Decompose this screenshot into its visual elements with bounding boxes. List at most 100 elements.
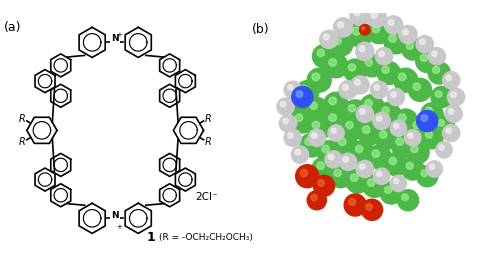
Text: N: N (111, 34, 119, 43)
Circle shape (394, 178, 399, 184)
Circle shape (284, 129, 301, 147)
Circle shape (356, 160, 373, 178)
Circle shape (413, 83, 420, 90)
Text: (b): (b) (252, 23, 270, 36)
Circle shape (322, 145, 329, 153)
Circle shape (446, 75, 452, 81)
Circle shape (435, 91, 442, 97)
Circle shape (356, 42, 374, 61)
Circle shape (360, 24, 370, 35)
Circle shape (356, 105, 373, 122)
Circle shape (372, 150, 380, 157)
Circle shape (411, 145, 418, 153)
Circle shape (344, 59, 367, 82)
Circle shape (371, 81, 388, 98)
Circle shape (339, 153, 357, 171)
Circle shape (348, 64, 356, 71)
Circle shape (283, 118, 288, 124)
Circle shape (305, 138, 312, 146)
Circle shape (329, 97, 336, 105)
Circle shape (358, 121, 382, 145)
Circle shape (295, 149, 300, 155)
Circle shape (344, 100, 367, 123)
Circle shape (351, 76, 369, 94)
Circle shape (382, 107, 389, 114)
Circle shape (312, 45, 336, 68)
Circle shape (421, 127, 443, 149)
Circle shape (406, 42, 413, 49)
Circle shape (317, 162, 324, 169)
Circle shape (373, 112, 390, 130)
Circle shape (402, 194, 408, 201)
Circle shape (399, 26, 417, 44)
Circle shape (360, 109, 365, 114)
Circle shape (417, 110, 438, 132)
Circle shape (389, 157, 396, 165)
Circle shape (374, 85, 380, 90)
Circle shape (361, 55, 383, 77)
Circle shape (394, 68, 418, 92)
Circle shape (408, 133, 413, 138)
Circle shape (438, 119, 444, 126)
Circle shape (396, 138, 404, 146)
Circle shape (311, 194, 317, 201)
Circle shape (373, 168, 390, 184)
Circle shape (288, 133, 293, 138)
Circle shape (421, 170, 428, 177)
Circle shape (337, 22, 344, 28)
Circle shape (343, 157, 348, 162)
Circle shape (377, 61, 400, 85)
Circle shape (421, 115, 428, 121)
Circle shape (355, 80, 360, 85)
Circle shape (348, 198, 356, 205)
Circle shape (416, 36, 433, 53)
Circle shape (361, 27, 365, 30)
Circle shape (365, 59, 372, 66)
Circle shape (313, 175, 335, 196)
Circle shape (310, 102, 317, 110)
Circle shape (354, 9, 360, 16)
Circle shape (329, 32, 353, 56)
Circle shape (312, 157, 336, 181)
Circle shape (382, 66, 389, 73)
Circle shape (445, 105, 462, 122)
Circle shape (439, 145, 444, 150)
Circle shape (351, 141, 374, 164)
Text: R: R (19, 114, 25, 124)
Circle shape (420, 39, 425, 44)
Circle shape (291, 146, 309, 163)
Circle shape (379, 51, 384, 57)
Circle shape (406, 162, 413, 169)
Circle shape (425, 131, 432, 138)
Circle shape (376, 116, 382, 121)
Circle shape (352, 27, 360, 35)
Circle shape (328, 154, 334, 160)
Circle shape (417, 166, 438, 187)
Circle shape (308, 117, 331, 140)
Circle shape (324, 109, 348, 133)
Circle shape (296, 81, 319, 104)
Circle shape (363, 174, 386, 197)
Circle shape (428, 48, 445, 65)
Circle shape (360, 164, 365, 169)
Circle shape (329, 59, 336, 66)
Circle shape (325, 151, 342, 168)
Circle shape (390, 175, 407, 192)
Circle shape (308, 129, 325, 147)
Circle shape (446, 128, 452, 133)
Text: 1: 1 (146, 231, 156, 244)
Circle shape (312, 121, 320, 129)
Circle shape (292, 86, 313, 107)
Circle shape (334, 37, 341, 45)
Circle shape (361, 199, 383, 220)
Circle shape (420, 54, 428, 61)
Circle shape (324, 54, 348, 78)
Circle shape (312, 133, 317, 138)
Circle shape (413, 121, 420, 129)
Circle shape (348, 22, 372, 47)
Circle shape (300, 169, 308, 177)
Circle shape (394, 109, 418, 133)
Circle shape (341, 117, 364, 140)
Circle shape (425, 107, 432, 114)
Circle shape (324, 92, 348, 116)
